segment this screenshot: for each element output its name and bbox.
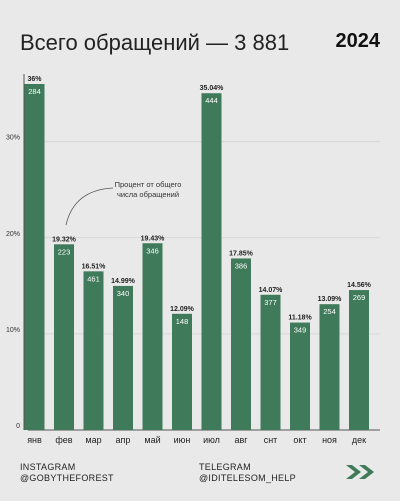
annotation: Процент от общего числа обращений (65, 180, 182, 226)
x-tick-label: ноя (322, 435, 337, 445)
bar-3 (113, 285, 133, 430)
bar-8 (260, 294, 281, 430)
instagram-label: INSTAGRAM (20, 462, 76, 472)
x-tick-label: мар (85, 435, 101, 445)
chart-title: Всего обращений — 3 881 (20, 30, 290, 55)
x-tick-label: окт (293, 435, 306, 445)
count-label: 254 (323, 307, 336, 316)
count-label: 461 (87, 274, 100, 283)
bar-11 (349, 290, 369, 430)
count-label: 444 (205, 96, 218, 105)
percent-label: 19.32% (52, 236, 77, 243)
bar-7 (231, 258, 251, 430)
x-tick-label: апр (116, 435, 131, 445)
x-tick-label: снт (264, 435, 278, 445)
bar-6 (201, 93, 222, 430)
percent-label: 11.18% (288, 315, 312, 322)
bar-2 (83, 271, 104, 430)
x-tick-label: фев (55, 435, 72, 445)
bar-10 (319, 304, 340, 430)
instagram-credit: INSTAGRAM @GOBYTHEFOREST (20, 462, 114, 484)
bar-0 (24, 84, 45, 430)
percent-label: 14.99% (111, 278, 136, 285)
bar-9 (290, 322, 310, 430)
x-tick-label: июл (203, 435, 220, 445)
count-label: 349 (294, 326, 307, 335)
y-tick-label: 10% (6, 327, 20, 334)
x-tick-label: дек (352, 435, 366, 445)
bar-5 (172, 313, 192, 430)
percent-label: 13.09% (318, 296, 343, 303)
count-label: 223 (58, 247, 71, 256)
year-label: 2024 (335, 30, 381, 52)
percent-label: 36% (27, 76, 42, 83)
telegram-label: TELEGRAM (199, 462, 251, 472)
percent-label: 16.51% (82, 263, 107, 270)
count-label: 386 (235, 261, 248, 270)
percent-label: 17.85% (229, 250, 254, 257)
telegram-credit: TELEGRAM @IDITELESOM_HELP (199, 462, 296, 484)
percent-label: 35.04% (200, 85, 225, 92)
instagram-handle: @GOBYTHEFOREST (20, 473, 114, 483)
x-tick-label: янв (27, 435, 42, 445)
count-label: 269 (353, 293, 366, 302)
count-label: 148 (176, 317, 189, 326)
telegram-handle: @IDITELESOM_HELP (199, 473, 296, 483)
y-tick-label: 20% (6, 231, 20, 238)
percent-label: 14.07% (259, 287, 284, 294)
y-tick-label: 30% (6, 135, 20, 142)
x-tick-label: май (144, 435, 160, 445)
annotation-text-line1: Процент от общего (115, 180, 182, 189)
bar-1 (54, 244, 74, 430)
count-label: 340 (117, 289, 130, 298)
annotation-text-line2: числа обращений (117, 190, 179, 199)
x-tick-label: июн (174, 435, 191, 445)
count-label: 377 (264, 298, 277, 307)
annotation-arrow (65, 187, 114, 226)
count-label: 346 (146, 246, 159, 255)
bar-4 (142, 243, 163, 430)
percent-label: 12.09% (170, 306, 195, 313)
y-tick-label: 0 (16, 423, 20, 430)
bars: 36% 284 янв 19.32% 223 фев 16.51% 461 мар 14.99% 3… (24, 76, 372, 445)
x-tick-label: авг (234, 435, 248, 445)
percent-label: 19.43% (141, 235, 166, 242)
double-arrow-right-icon (346, 465, 374, 479)
percent-label: 14.56% (347, 282, 372, 289)
count-label: 284 (28, 87, 41, 96)
